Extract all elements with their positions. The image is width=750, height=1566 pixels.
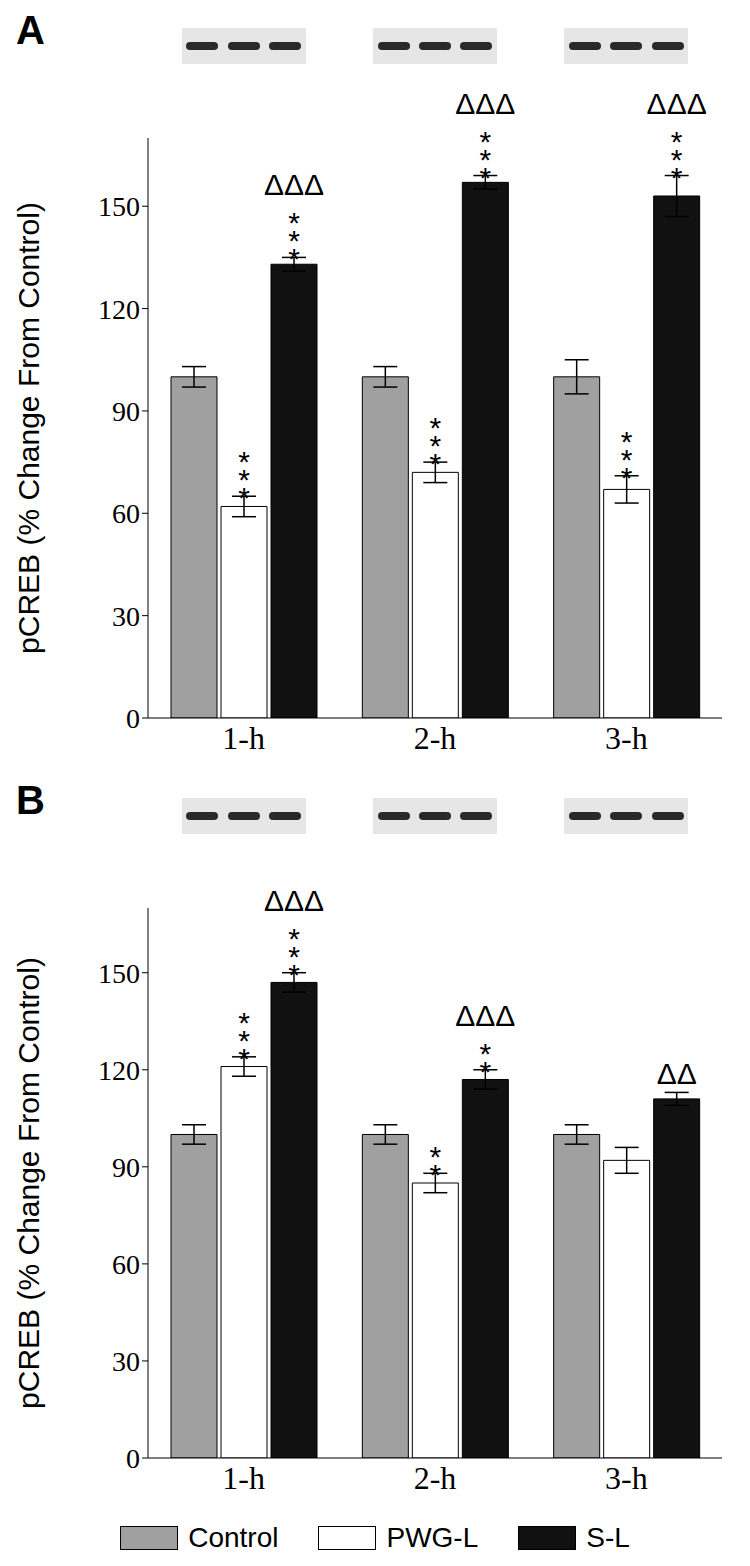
svg-text:60: 60 <box>112 1249 140 1280</box>
html-text:A: A <box>16 8 45 52</box>
svg-text:pCREB (% Change From Control): pCREB (% Change From Control) <box>12 202 45 654</box>
svg-text:*: * <box>621 425 633 458</box>
svg-text:1-h: 1-h <box>222 1460 265 1496</box>
html-text:B: B <box>16 778 45 822</box>
svg-text:*: * <box>288 922 300 955</box>
svg-text:120: 120 <box>98 294 140 325</box>
svg-text:2-h: 2-h <box>414 720 457 756</box>
svg-text:*: * <box>238 1006 250 1039</box>
svg-text:1-h: 1-h <box>222 720 265 756</box>
svg-text:60: 60 <box>112 498 140 529</box>
svg-text:0: 0 <box>126 703 140 734</box>
svg-text:150: 150 <box>98 191 140 222</box>
svg-text:*: * <box>479 1037 491 1070</box>
svg-text:ΔΔΔ: ΔΔΔ <box>455 87 515 120</box>
svg-text:*: * <box>671 125 683 158</box>
svg-text:pCREB (% Change From Control): pCREB (% Change From Control) <box>12 957 45 1409</box>
svg-text:90: 90 <box>112 396 140 427</box>
svg-text:30: 30 <box>112 601 140 632</box>
svg-text:2-h: 2-h <box>414 1460 457 1496</box>
svg-text:*: * <box>429 1140 441 1173</box>
html-text:PWG-L: PWG-L <box>386 1522 479 1553</box>
svg-text:*: * <box>288 206 300 239</box>
svg-text:120: 120 <box>98 1055 140 1086</box>
svg-text:ΔΔΔ: ΔΔΔ <box>264 168 324 201</box>
html-text:Control: Control <box>188 1522 279 1553</box>
svg-text:ΔΔΔ: ΔΔΔ <box>647 87 707 120</box>
svg-text:0: 0 <box>126 1443 140 1474</box>
svg-text:ΔΔ: ΔΔ <box>657 1057 697 1090</box>
svg-text:*: * <box>238 445 250 478</box>
svg-text:30: 30 <box>112 1346 140 1377</box>
svg-text:ΔΔΔ: ΔΔΔ <box>264 884 324 917</box>
svg-text:90: 90 <box>112 1152 140 1183</box>
html-text:S-L: S-L <box>586 1522 630 1553</box>
svg-text:*: * <box>429 411 441 444</box>
svg-text:ΔΔΔ: ΔΔΔ <box>455 999 515 1032</box>
svg-text:3-h: 3-h <box>605 1460 648 1496</box>
svg-text:*: * <box>479 125 491 158</box>
svg-text:150: 150 <box>98 958 140 989</box>
svg-text:3-h: 3-h <box>605 720 648 756</box>
